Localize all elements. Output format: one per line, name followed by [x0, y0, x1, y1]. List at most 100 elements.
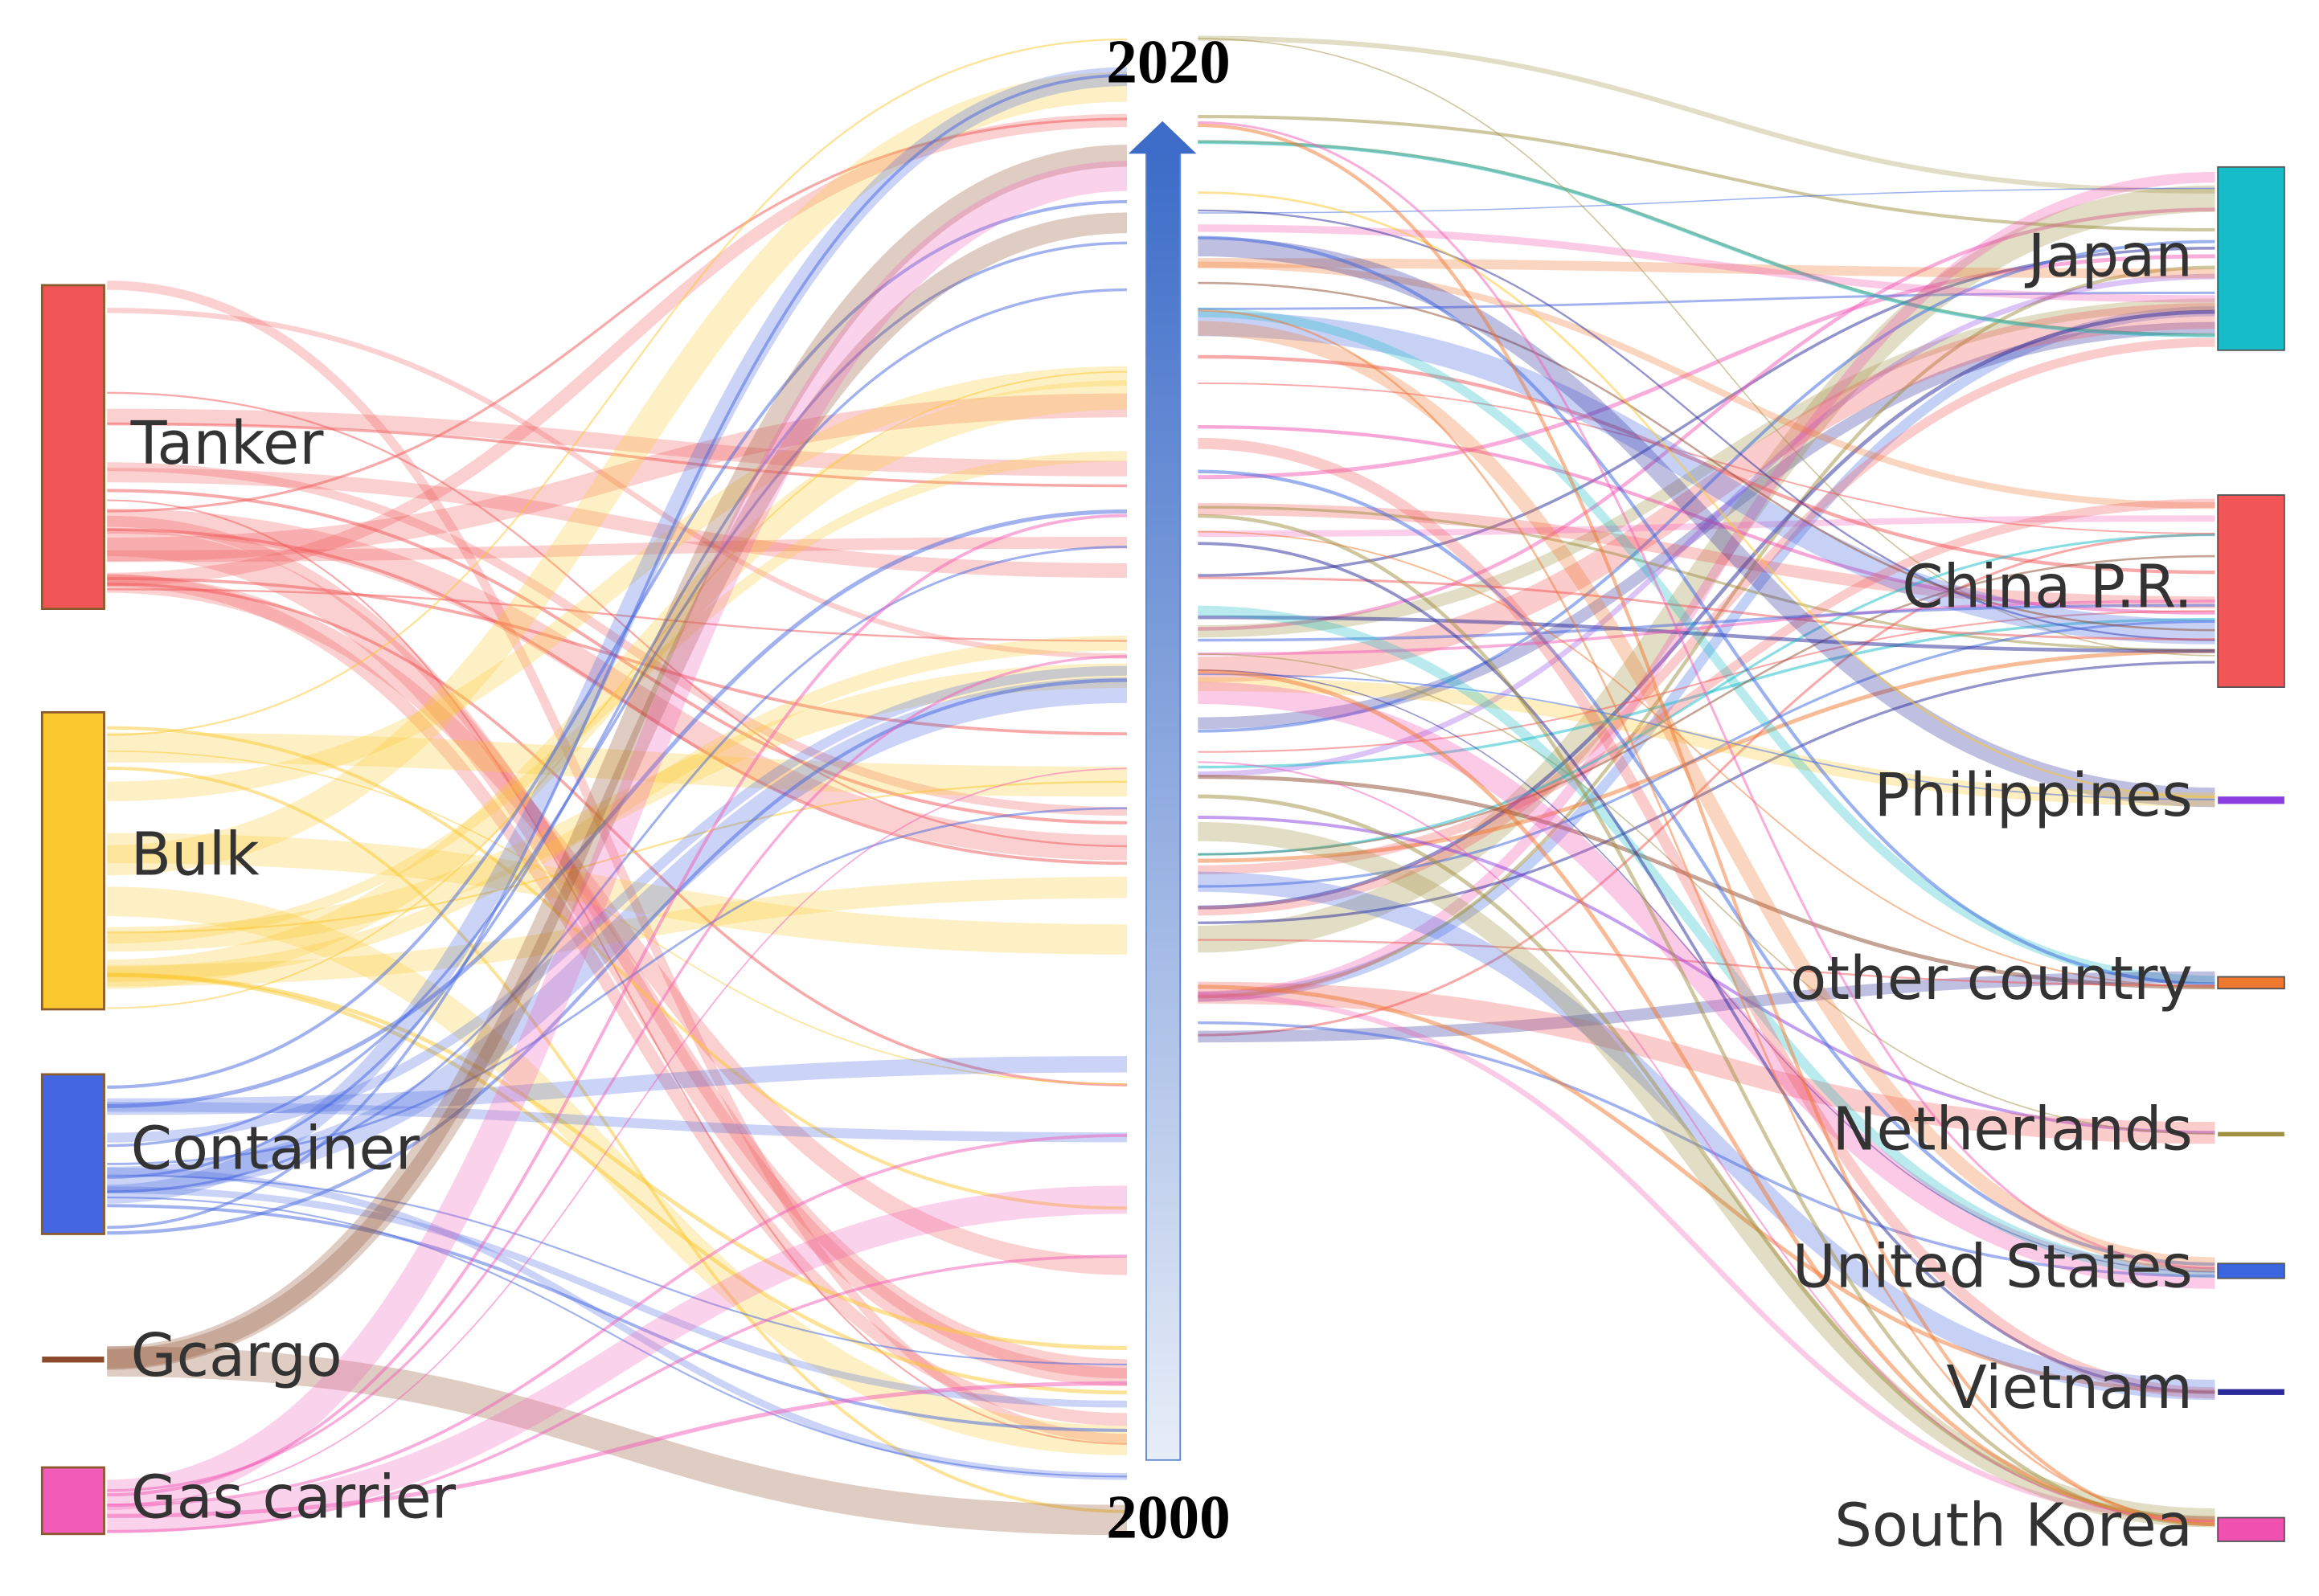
destination-node — [2217, 976, 2285, 990]
source-label: Gas carrier — [131, 1463, 457, 1532]
flow-link — [1198, 207, 2215, 631]
flow-link — [107, 582, 1128, 1087]
flow-link — [107, 161, 1128, 1511]
flow-link — [1198, 140, 2215, 338]
flow-link — [1198, 235, 2215, 986]
flow-link — [1198, 505, 2215, 652]
flow-link — [1198, 669, 2215, 1273]
flow-link — [1198, 515, 2215, 538]
flow-link — [1198, 649, 2215, 863]
destination-label: United States — [1793, 1233, 2193, 1301]
flow-link — [107, 113, 1128, 587]
flow-link — [1198, 321, 2215, 730]
flow-link — [107, 499, 1128, 1445]
flow-link — [107, 588, 1128, 642]
flow-link — [107, 528, 1128, 866]
destination-label: Netherlands — [1833, 1095, 2193, 1164]
flow-link — [107, 575, 1128, 1275]
flow-link — [107, 678, 1128, 1235]
flow-link — [107, 665, 1128, 1143]
flow-link — [107, 767, 1128, 1505]
source-label: Tanker — [130, 410, 325, 478]
flow-link — [107, 886, 1128, 1455]
flow-link — [107, 468, 1128, 579]
flow-link — [1198, 187, 2215, 214]
flow-link — [107, 117, 1128, 513]
flow-link — [1198, 992, 2215, 1523]
flow-link — [1198, 794, 2215, 1520]
flow-link — [1198, 542, 2215, 1394]
source-node — [40, 710, 105, 1011]
source-node — [40, 284, 105, 611]
flow-link — [1198, 35, 2215, 194]
flow-link — [1198, 1021, 2215, 1278]
flow-link — [107, 1101, 1128, 1143]
flow-link — [1198, 247, 2215, 577]
flow-link — [1198, 291, 2215, 310]
flow-link — [107, 1346, 1128, 1536]
flow-link — [1198, 469, 2215, 1267]
destination-label: South Korea — [1834, 1492, 2193, 1560]
flow-link — [107, 833, 1128, 955]
flow-link — [1198, 815, 2215, 1135]
flow-link — [107, 393, 1128, 562]
flow-link — [107, 655, 1128, 1492]
flow-link — [107, 38, 1128, 736]
flow-link — [1198, 354, 2215, 575]
destination-label: China P.R. — [1902, 554, 2193, 622]
flow-link — [1198, 258, 2215, 279]
arrow-head — [1128, 121, 1197, 154]
flow-link — [107, 514, 1128, 1497]
flows — [107, 35, 2215, 1536]
flow-link — [107, 67, 1128, 1204]
flow-link — [107, 515, 1128, 1379]
flow-link — [107, 391, 1128, 848]
flow-link — [1198, 514, 2215, 1526]
flow-link — [1198, 661, 2215, 924]
flow-link — [1198, 265, 2215, 999]
flow-link — [107, 1134, 1128, 1507]
flow-link — [1198, 681, 2215, 1289]
flow-link — [1198, 600, 2215, 656]
flow-link — [107, 462, 1128, 816]
flow-link — [107, 1056, 1128, 1115]
flow-link — [1198, 984, 2215, 1394]
flow-link — [107, 241, 1128, 1179]
flow-link — [1198, 533, 2215, 1037]
flow-link — [107, 780, 1128, 934]
flow-link — [107, 1381, 1128, 1518]
flow-link — [1198, 761, 2215, 1523]
flow-link — [107, 766, 1128, 1513]
flow-link — [107, 380, 1128, 989]
flow-link — [1198, 209, 2215, 641]
flow-link — [1198, 172, 2215, 1002]
flow-link — [107, 370, 1128, 1009]
flow-link — [107, 489, 1128, 825]
flow-link — [1198, 121, 2215, 1270]
source-node — [42, 1357, 104, 1363]
flow-link — [1198, 530, 2215, 988]
destination-node — [2217, 494, 2285, 689]
flow-link — [1198, 775, 2215, 990]
flow-link — [107, 307, 1128, 659]
year-bottom: 2000 — [1106, 1483, 1230, 1552]
flow-link — [1198, 191, 2215, 799]
flow-link — [107, 212, 1128, 1370]
source-label: Bulk — [131, 821, 260, 889]
flow-link — [1198, 939, 2215, 987]
destination-label: other country — [1790, 945, 2193, 1013]
year-top: 2020 — [1106, 27, 1230, 96]
destination-node — [2217, 1516, 2285, 1542]
flow-link — [1198, 185, 2215, 953]
flow-link — [1198, 669, 2215, 1524]
flow-link — [1198, 604, 2215, 642]
destination-label: Philippines — [1874, 762, 2193, 830]
flow-link — [1198, 653, 2215, 1135]
flow-link — [1198, 261, 2215, 509]
flow-link — [107, 972, 1128, 1395]
flow-link — [107, 877, 1128, 987]
flow-link — [107, 732, 1128, 797]
flow-link — [1198, 224, 2215, 303]
flow-link — [107, 1254, 1128, 1533]
flow-link — [1198, 498, 2215, 875]
